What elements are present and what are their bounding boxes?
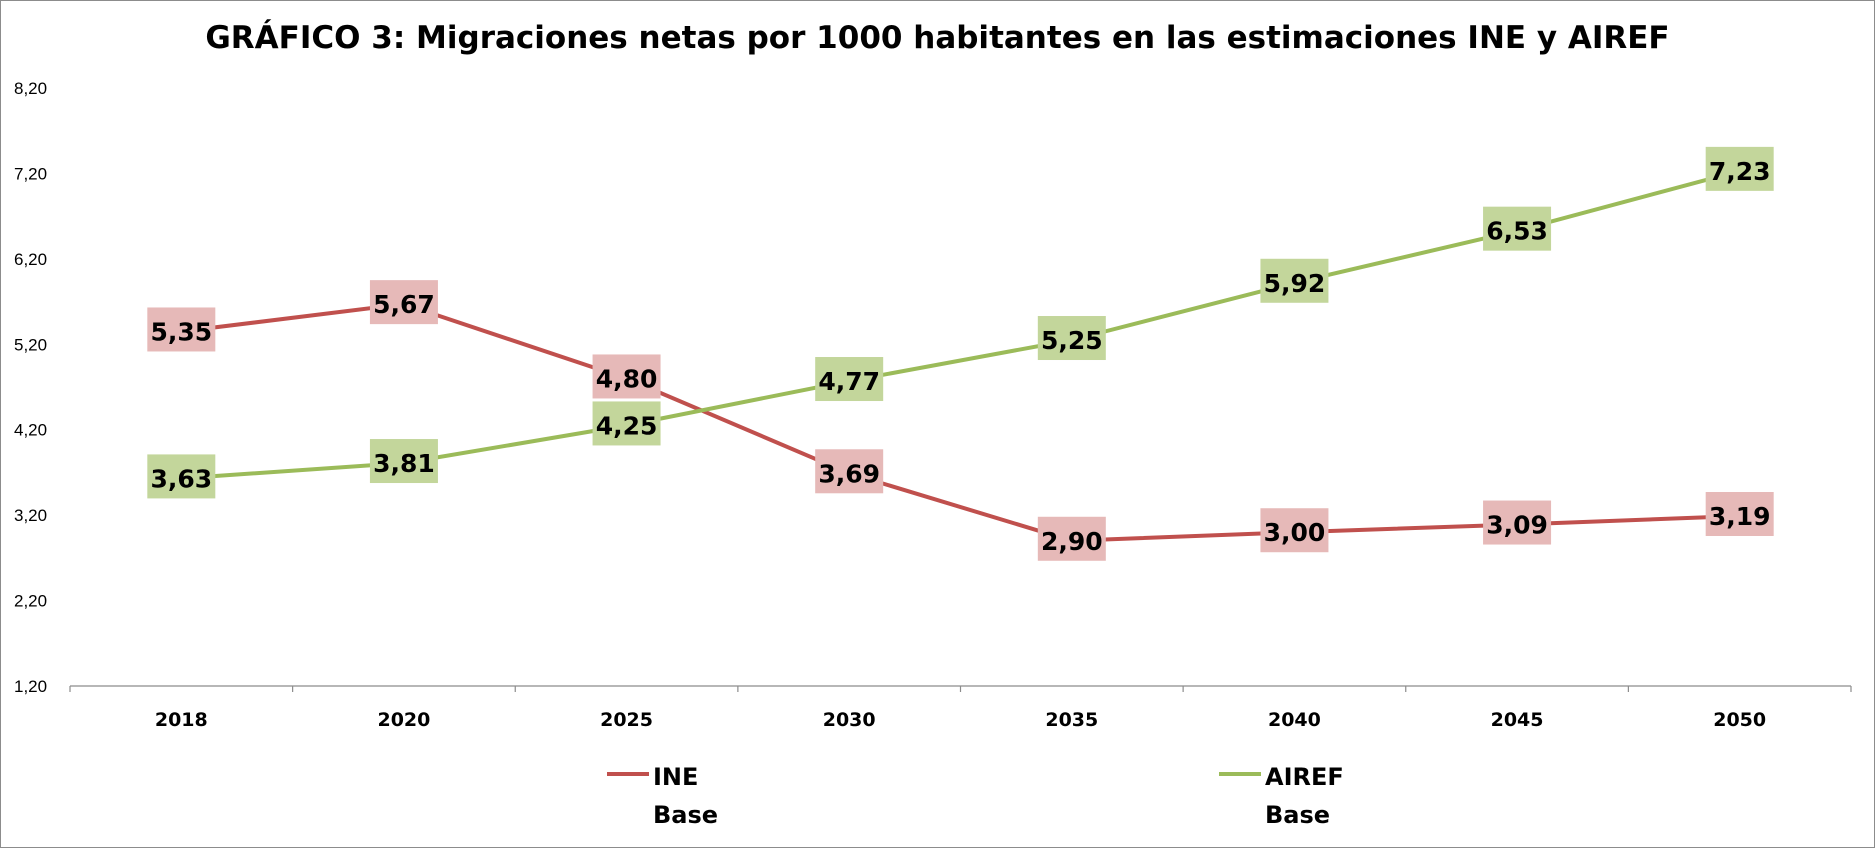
data-label-bg (592, 354, 661, 399)
legend-label-airef-line1: AIREF (1265, 763, 1344, 791)
data-label-bg (147, 454, 216, 499)
data-label-bg (1483, 500, 1552, 545)
data-label-airef: 7,23 (1705, 146, 1774, 191)
data-label-airef: 3,81 (369, 439, 438, 484)
y-tick-label: 7,20 (14, 164, 47, 183)
data-label-airef: 4,25 (592, 401, 661, 446)
data-label-text: 5,35 (150, 317, 212, 346)
legend-label-airef-line2: Base (1265, 801, 1331, 829)
data-label-airef: 5,25 (1037, 316, 1106, 361)
x-tick-label: 2035 (1045, 709, 1098, 731)
x-tick-label: 2030 (823, 709, 876, 731)
data-label-ine: 3,09 (1483, 500, 1552, 545)
x-tick-label: 2045 (1491, 709, 1544, 731)
data-label-airef: 5,92 (1260, 258, 1329, 303)
data-label-text: 6,53 (1486, 217, 1548, 246)
y-tick-label: 1,20 (14, 677, 47, 696)
data-label-bg (1260, 258, 1329, 303)
data-label-text: 3,19 (1709, 502, 1771, 531)
data-label-text: 2,90 (1041, 527, 1103, 556)
x-tick-label: 2018 (155, 709, 208, 731)
data-label-bg (369, 439, 438, 484)
data-label-airef: 4,77 (815, 357, 884, 402)
y-tick-label: 2,20 (14, 592, 47, 611)
data-label-text: 7,23 (1709, 157, 1771, 186)
y-tick-label: 4,20 (14, 421, 47, 440)
data-label-ine: 3,00 (1260, 508, 1329, 553)
data-label-airef: 3,63 (147, 454, 216, 499)
y-tick-label: 6,20 (14, 250, 47, 269)
data-label-text: 5,92 (1264, 269, 1326, 298)
data-label-text: 3,63 (150, 464, 212, 493)
data-label-bg (147, 307, 216, 352)
series-line-ine (181, 302, 1740, 543)
data-label-ine: 3,69 (815, 449, 884, 494)
legend-label-ine-line1: INE (653, 763, 699, 791)
legend-swatch-airef (1219, 772, 1261, 776)
legend-swatch-ine (607, 772, 649, 776)
data-label-bg (815, 449, 884, 494)
legend-label-ine: INE Base (653, 758, 718, 834)
data-label-ine: 5,67 (369, 280, 438, 325)
x-tick-label: 2050 (1713, 709, 1766, 731)
data-label-bg (592, 401, 661, 446)
y-tick-label: 8,20 (14, 79, 47, 98)
data-label-text: 4,77 (818, 367, 880, 396)
data-label-bg (1260, 508, 1329, 553)
data-label-text: 3,69 (818, 459, 880, 488)
data-label-bg (815, 357, 884, 402)
legend-label-airef: AIREF Base (1265, 758, 1344, 834)
legend-label-ine-line2: Base (653, 801, 719, 829)
data-label-airef: 6,53 (1483, 206, 1552, 251)
data-label-bg (1037, 316, 1106, 361)
data-label-ine: 5,35 (147, 307, 216, 352)
data-label-text: 4,80 (596, 364, 658, 393)
data-label-bg (1705, 146, 1774, 191)
data-label-bg (1705, 491, 1774, 536)
series-line-airef (181, 168, 1741, 481)
data-label-text: 3,81 (373, 449, 435, 478)
data-label-ine: 2,90 (1037, 516, 1106, 561)
data-label-text: 5,67 (373, 290, 435, 319)
data-label-text: 3,09 (1486, 511, 1548, 540)
y-tick-label: 3,20 (14, 506, 47, 525)
data-label-ine: 3,19 (1705, 491, 1774, 536)
data-label-bg (1483, 206, 1552, 251)
x-tick-label: 2040 (1268, 709, 1321, 731)
chart-title: GRÁFICO 3: Migraciones netas por 1000 ha… (205, 20, 1670, 56)
x-tick-label: 2025 (600, 709, 653, 731)
data-label-text: 4,25 (596, 411, 658, 440)
y-tick-label: 5,20 (14, 335, 47, 354)
data-label-text: 3,00 (1264, 518, 1326, 547)
x-tick-label: 2020 (377, 709, 430, 731)
data-label-bg (1037, 516, 1106, 561)
data-label-text: 5,25 (1041, 326, 1103, 355)
data-label-ine: 4,80 (592, 354, 661, 399)
data-label-bg (369, 280, 438, 325)
